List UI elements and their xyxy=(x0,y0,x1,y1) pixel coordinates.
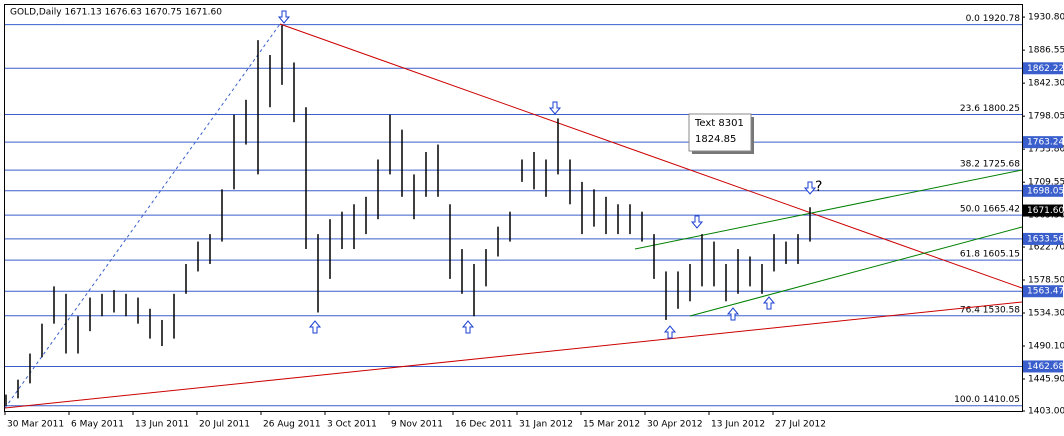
y-tick-label: 1578.50 xyxy=(1028,276,1064,286)
up-arrow xyxy=(461,320,475,334)
x-tick-label: 9 Nov 2011 xyxy=(391,420,443,430)
y-tick-label: 1622.70 xyxy=(1028,243,1064,253)
fib-level-label: 100.0 1410.05 xyxy=(954,395,1020,405)
up-arrow xyxy=(663,325,677,339)
price-tag-label: 1633.56 xyxy=(1027,234,1064,244)
price-tag xyxy=(1023,360,1063,373)
y-tick-label: 1403.00 xyxy=(1028,407,1064,417)
current-price-label: 1671.60 xyxy=(1027,206,1064,216)
fib-level-label: 50.0 1665.42 xyxy=(960,205,1020,215)
down-arrow xyxy=(277,10,291,24)
price-tag xyxy=(1023,232,1063,245)
plot-frame xyxy=(4,4,1023,412)
chart-title: GOLD,Daily 1671.13 1676.63 1670.75 1671.… xyxy=(10,8,222,18)
x-tick-label: 30 Mar 2011 xyxy=(7,420,64,430)
fib-base-line xyxy=(4,23,281,409)
y-tick-label: 1753.80 xyxy=(1028,145,1064,155)
x-tick-label: 6 May 2011 xyxy=(71,420,124,430)
price-tag xyxy=(1023,62,1063,75)
trend-line xyxy=(279,23,1023,289)
y-tick-label: 1886.55 xyxy=(1028,46,1064,56)
x-tick-label: 13 Jun 2012 xyxy=(711,420,765,430)
down-arrow xyxy=(548,101,562,115)
x-tick-label: 13 Jun 2011 xyxy=(135,420,189,430)
textbox-title: Text 8301 xyxy=(694,118,744,129)
up-arrow xyxy=(762,296,776,310)
y-tick-label: 1842.30 xyxy=(1028,79,1064,89)
down-arrow xyxy=(690,215,704,229)
fib-level-label: 38.2 1725.68 xyxy=(960,160,1020,170)
x-tick-label: 20 Jul 2011 xyxy=(199,420,250,430)
fib-level-label: 23.6 1800.25 xyxy=(960,104,1020,114)
x-tick-label: 27 Jul 2012 xyxy=(775,420,826,430)
price-tag xyxy=(1023,285,1063,298)
up-arrow xyxy=(308,320,322,334)
textbox-value: 1824.85 xyxy=(695,134,736,145)
fib-level-label: 76.4 1530.58 xyxy=(960,305,1020,315)
trend-line xyxy=(4,301,1023,409)
price-tag-label: 1763.24 xyxy=(1027,138,1064,148)
up-arrow xyxy=(726,307,740,321)
x-tick-label: 15 Mar 2012 xyxy=(583,420,640,430)
y-tick-label: 1930.80 xyxy=(1028,13,1064,23)
x-tick-label: 31 Jan 2012 xyxy=(519,420,573,430)
x-tick-label: 16 Dec 2011 xyxy=(455,420,513,430)
channel-line xyxy=(634,169,1023,250)
y-tick-label: 1709.55 xyxy=(1028,178,1064,188)
price-tag-label: 1462.68 xyxy=(1027,362,1064,372)
x-tick-label: 3 Oct 2011 xyxy=(327,420,377,430)
price-tag-label: 1862.22 xyxy=(1027,64,1064,74)
y-tick-label: 1445.90 xyxy=(1028,374,1064,384)
price-tag-label: 1563.47 xyxy=(1027,287,1064,297)
y-tick-label: 1490.10 xyxy=(1028,341,1064,351)
price-tag-label: 1698.05 xyxy=(1027,186,1064,196)
price-tag xyxy=(1023,184,1063,197)
current-price-tag xyxy=(1023,204,1063,217)
fib-level-label: 61.8 1605.15 xyxy=(960,250,1020,260)
y-tick-label: 1534.30 xyxy=(1028,309,1064,319)
annotation-mark: ? xyxy=(815,179,822,195)
y-tick-label: 1798.05 xyxy=(1028,112,1064,122)
price-tag xyxy=(1023,136,1063,149)
down-arrow xyxy=(803,181,817,195)
textbox xyxy=(688,113,752,152)
x-tick-label: 26 Aug 2011 xyxy=(263,420,321,430)
fib-level-label: 0.0 1920.78 xyxy=(966,14,1021,24)
channel-line xyxy=(689,226,1023,317)
x-tick-label: 30 Apr 2012 xyxy=(647,420,703,430)
